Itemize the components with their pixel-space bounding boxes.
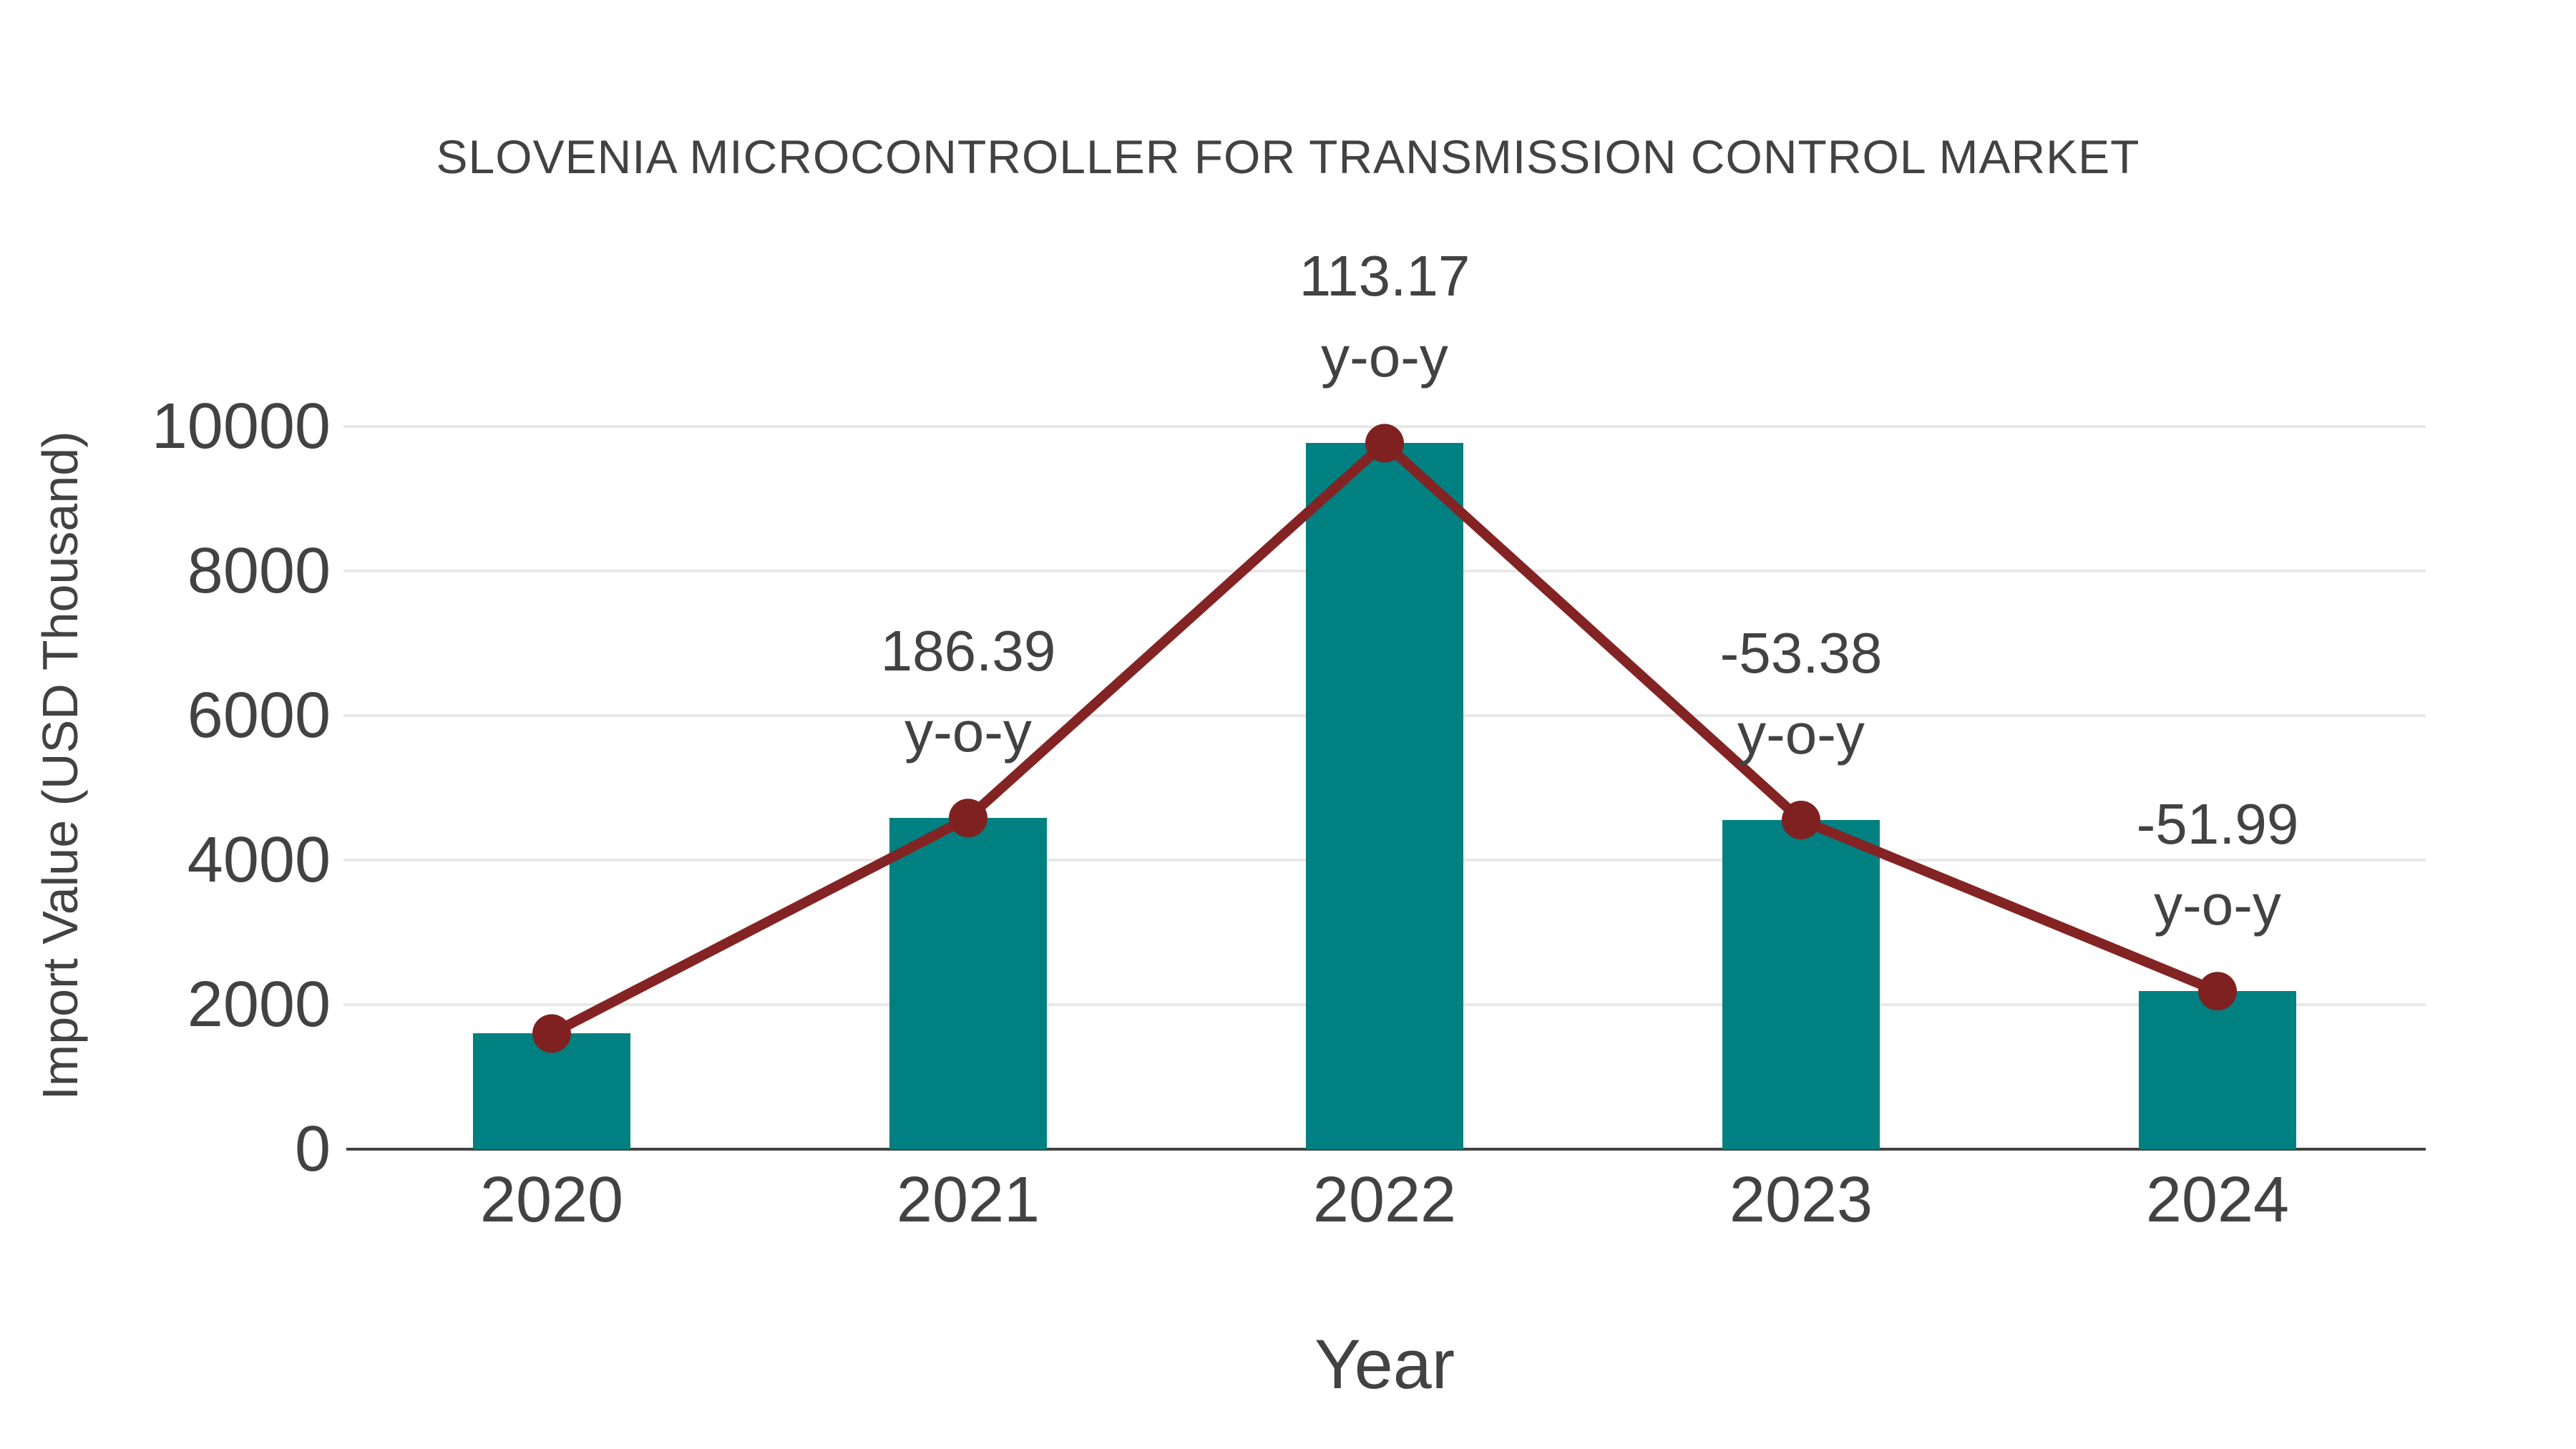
bar-2024: [2139, 991, 2296, 1149]
x-tick-label: 2020: [479, 1164, 624, 1236]
yoy-value-label: -53.38: [1719, 621, 1883, 686]
data-point-marker-2020: [532, 1014, 571, 1053]
yoy-suffix-label: y-o-y: [904, 700, 1032, 764]
data-point-marker-2021: [949, 799, 987, 838]
yoy-value-label: 186.39: [880, 619, 1056, 683]
bar-2021: [889, 818, 1047, 1149]
x-tick-label: 2022: [1312, 1164, 1457, 1236]
yoy-value-label: 113.17: [1299, 244, 1470, 308]
bar-2023: [1722, 820, 1880, 1149]
y-tick-label: 6000: [187, 680, 331, 751]
yoy-suffix-label: y-o-y: [1321, 325, 1448, 389]
chart-title: SLOVENIA MICROCONTROLLER FOR TRANSMISSIO…: [436, 130, 2140, 183]
x-tick-label: 2023: [1729, 1164, 1873, 1236]
x-axis-title: Year: [1314, 1325, 1455, 1403]
bar-2022: [1306, 443, 1463, 1149]
x-axis-line: [346, 1148, 2426, 1151]
y-tick-label: 8000: [187, 535, 331, 607]
x-tick-label: 2024: [2145, 1164, 2290, 1236]
data-point-marker-2022: [1365, 424, 1404, 463]
y-tick-label: 0: [294, 1113, 331, 1185]
y-tick-label: 4000: [187, 824, 331, 896]
data-point-marker-2023: [1782, 801, 1820, 840]
yoy-suffix-label: y-o-y: [2154, 873, 2281, 937]
yoy-value-label: -51.99: [2136, 792, 2299, 857]
x-tick-label: 2021: [896, 1164, 1040, 1236]
data-point-marker-2024: [2198, 972, 2237, 1011]
yoy-suffix-label: y-o-y: [1737, 702, 1865, 766]
y-tick-label: 10000: [151, 391, 331, 462]
y-tick-label: 2000: [187, 969, 331, 1040]
